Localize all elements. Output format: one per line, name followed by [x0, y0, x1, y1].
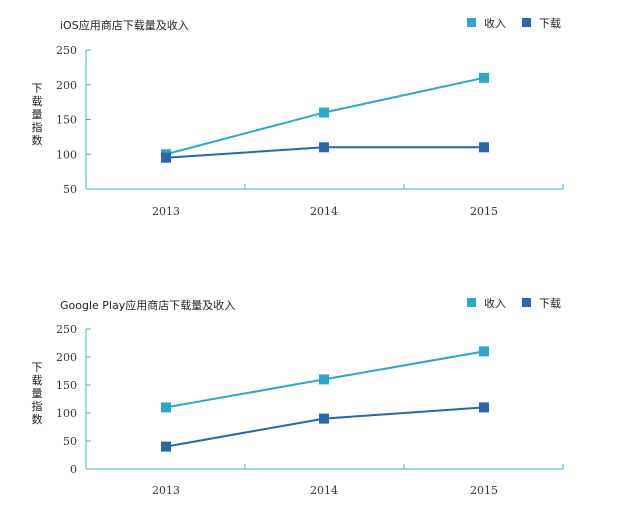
data-point-1-2-1 — [161, 152, 171, 163]
series-line-2-2 — [165, 406, 485, 448]
legend-marker-2-1 — [467, 298, 476, 307]
x-tick-label-1-1: 2013 — [152, 205, 180, 218]
x-tick-label-2-2: 2014 — [310, 484, 338, 497]
y-tick-label-2-5: 200 — [56, 351, 77, 364]
legend-label-2-1: 收入 — [484, 296, 506, 310]
x-tick-label-1-2: 2014 — [310, 205, 338, 218]
y-axis-label-2-char-1: 下 — [32, 361, 43, 374]
chart-2-title: Google Play应用商店下载量及收入 — [60, 298, 235, 312]
data-point-1-2-3 — [479, 142, 489, 153]
legend-label-1-2: 下载 — [539, 17, 561, 30]
y-tick-label-1-4: 200 — [56, 79, 77, 92]
data-point-1-2-2 — [319, 142, 329, 153]
y-axis-label-2-char-5: 数 — [32, 413, 43, 426]
legend-label-1-1: 收入 — [484, 16, 506, 30]
legend-marker-1-2 — [522, 18, 531, 27]
data-point-1-1-3 — [479, 72, 489, 83]
y-tick-label-2-1: 0 — [70, 463, 77, 476]
y-axis-label-1-char-2: 载 — [32, 95, 43, 108]
legend-marker-1-1 — [467, 18, 476, 27]
data-point-2-2-1 — [161, 441, 171, 452]
data-point-2-2-3 — [479, 402, 489, 413]
y-axis-label-1-char-5: 数 — [32, 134, 43, 147]
x-tick-label-2-1: 2013 — [152, 484, 180, 497]
data-point-2-2-2 — [319, 413, 329, 424]
y-axis-label-1-char-1: 下 — [32, 82, 43, 95]
data-point-2-1-3 — [479, 346, 489, 357]
y-tick-label-2-3: 100 — [56, 407, 77, 420]
x-tick-label-2-3: 2015 — [470, 484, 498, 497]
data-point-2-1-1 — [161, 402, 171, 413]
y-tick-label-1-1: 50 — [63, 183, 77, 196]
y-tick-label-1-3: 150 — [56, 114, 77, 127]
x-tick-label-1-3: 2015 — [470, 205, 498, 218]
y-axis-label-1-char-3: 量 — [32, 108, 43, 121]
data-point-2-1-2 — [319, 374, 329, 385]
y-tick-label-2-2: 50 — [63, 435, 77, 448]
y-axis-label-2-char-2: 载 — [32, 374, 43, 387]
y-axis-label-2-char-4: 指 — [32, 399, 43, 413]
y-tick-label-1-5: 250 — [56, 44, 77, 57]
y-tick-label-2-6: 250 — [56, 323, 77, 336]
y-axis-label-1-char-4: 指 — [32, 120, 43, 134]
legend-label-2-2: 下载 — [539, 297, 561, 310]
data-point-1-1-2 — [319, 107, 329, 118]
y-tick-label-1-2: 100 — [56, 148, 77, 161]
y-tick-label-2-4: 150 — [56, 379, 77, 392]
y-axis-label-2-char-3: 量 — [32, 387, 43, 400]
legend-marker-2-2 — [522, 298, 531, 307]
chart-1-title: iOS应用商店下载量及收入 — [60, 18, 189, 32]
